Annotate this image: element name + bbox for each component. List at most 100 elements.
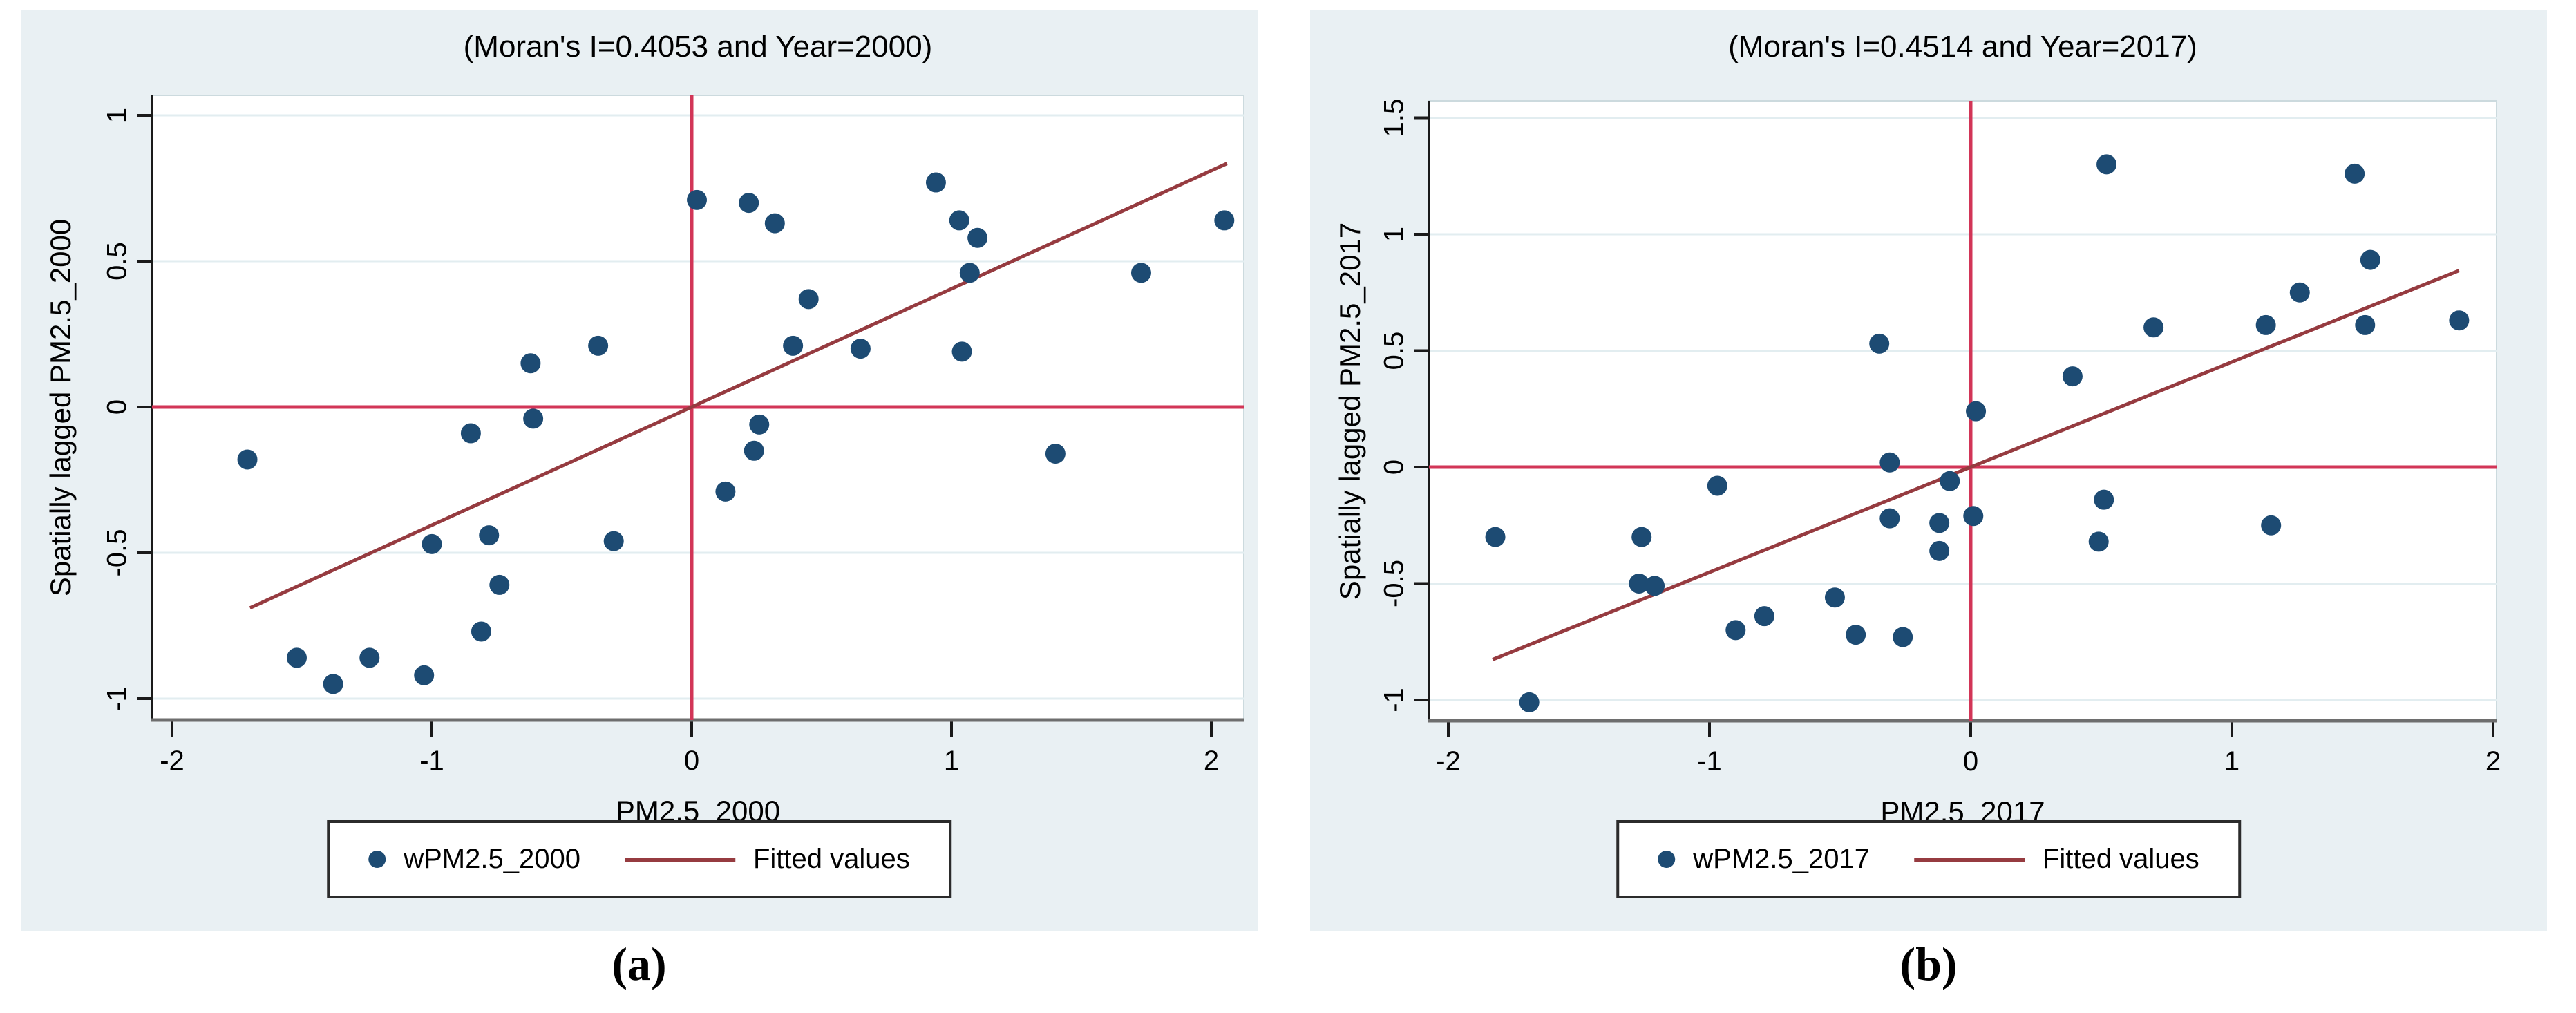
- data-point: [764, 213, 785, 234]
- data-point: [1929, 540, 1950, 561]
- legend-item-points: wPM2.5_2000: [368, 844, 580, 875]
- data-point: [1725, 620, 1746, 641]
- y-tick-label: 0: [1379, 460, 1410, 475]
- fitted-line: [249, 162, 1228, 610]
- data-point: [739, 193, 759, 214]
- y-tick-label: 1: [102, 108, 133, 123]
- data-point: [460, 423, 481, 444]
- data-point: [1824, 587, 1845, 608]
- moran-scatter-panel-2000: 1 0.5 0 -0.5 -1 -2 -1 0 1 2 (Moran's I=0.4053 and…: [21, 10, 1258, 931]
- data-point: [2094, 489, 2114, 510]
- y-axis-label: Spatially lagged PM2.5_2000: [44, 218, 77, 597]
- y-tick-label: -1: [1379, 688, 1410, 712]
- data-point: [1519, 692, 1540, 712]
- data-point: [1645, 576, 1665, 596]
- data-point: [2345, 163, 2365, 184]
- data-point: [523, 408, 544, 429]
- y-axis-label: Spatially lagged PM2.5_2017: [1334, 222, 1366, 600]
- x-tick-label: -2: [1436, 746, 1461, 777]
- subfigure-caption-b: (b): [1900, 938, 1958, 990]
- x-tick-label: -1: [1697, 746, 1722, 777]
- moran-scatter-panel-2017: 1.5 1 0.5 0 -0.5 -1 -2 -1 0 1 2 (Moran's I=0.4514 …: [1310, 10, 2547, 931]
- data-point: [323, 674, 343, 694]
- y-tick-label: 1: [1379, 227, 1410, 242]
- legend-line-label: Fitted values: [752, 844, 910, 874]
- data-point: [798, 289, 819, 310]
- legend: wPM2.5_2000 Fitted values: [327, 820, 951, 898]
- data-point: [687, 189, 708, 210]
- x-tick-label: 0: [1963, 746, 1978, 777]
- fitted-line-icon: [1913, 857, 2025, 862]
- data-point: [1893, 627, 1913, 647]
- plot-title: (Moran's I=0.4053 and Year=2000): [463, 30, 933, 64]
- fitted-line-icon: [624, 857, 735, 862]
- data-point: [489, 574, 510, 595]
- data-point: [1966, 401, 1987, 422]
- legend-line-label: Fitted values: [2042, 844, 2199, 874]
- data-point: [715, 481, 736, 502]
- data-point: [2355, 314, 2376, 335]
- legend-marker-label: wPM2.5_2017: [1693, 844, 1870, 874]
- data-point: [744, 440, 764, 461]
- subfigure-caption-a: (a): [612, 938, 667, 990]
- data-point: [359, 647, 380, 668]
- y-tick-label: 1.5: [1379, 99, 1410, 138]
- legend-item-fitted: Fitted values: [624, 844, 910, 875]
- data-point: [1631, 527, 1652, 547]
- y-tick-label: -0.5: [102, 529, 133, 577]
- data-point: [479, 525, 500, 546]
- data-point: [1869, 333, 1890, 354]
- x-tick-label: -1: [419, 746, 444, 776]
- data-point: [1045, 444, 1066, 464]
- data-point: [1846, 625, 1866, 645]
- data-point: [925, 172, 946, 193]
- x-tick-label: 2: [1204, 746, 1219, 776]
- data-point: [783, 335, 804, 356]
- data-point: [422, 533, 442, 554]
- y-tick-label: -0.5: [1379, 560, 1410, 607]
- data-point: [1929, 513, 1950, 533]
- data-point: [951, 341, 972, 362]
- data-point: [603, 531, 624, 551]
- data-point: [2360, 249, 2380, 270]
- data-point: [1754, 606, 1774, 627]
- legend-marker-label: wPM2.5_2000: [404, 844, 580, 874]
- data-point: [850, 339, 871, 359]
- scatter-plot-2000: 1 0.5 0 -0.5 -1 -2 -1 0 1 2: [102, 95, 1244, 776]
- legend: wPM2.5_2017 Fitted values: [1616, 820, 2241, 898]
- data-point: [1879, 452, 1900, 473]
- y-tick-label: -1: [102, 686, 133, 711]
- scatter-plot-2017: 1.5 1 0.5 0 -0.5 -1 -2 -1 0 1 2: [1379, 99, 2501, 777]
- data-point: [2143, 317, 2164, 338]
- data-point: [1879, 508, 1900, 529]
- data-point: [588, 335, 609, 356]
- data-point: [2088, 531, 2109, 552]
- y-tick-label: 0.5: [1379, 332, 1410, 370]
- data-point: [2261, 515, 2282, 536]
- data-point: [1963, 506, 1984, 527]
- data-point: [471, 621, 491, 642]
- x-tick-label: 1: [2224, 746, 2239, 777]
- x-tick-label: 0: [684, 746, 699, 776]
- x-tick-label: 1: [944, 746, 959, 776]
- y-tick-label: 0: [102, 399, 133, 415]
- scatter-marker-icon: [368, 851, 386, 868]
- legend-item-points: wPM2.5_2017: [1658, 844, 1870, 875]
- data-point: [949, 210, 969, 231]
- data-point: [749, 414, 770, 435]
- data-point: [2255, 314, 2276, 335]
- data-point: [967, 227, 988, 248]
- plot-area: [1428, 100, 2497, 721]
- data-point: [2096, 154, 2117, 175]
- data-point: [1707, 475, 1727, 496]
- data-point: [1130, 263, 1151, 283]
- data-point: [1629, 574, 1649, 594]
- data-point: [1214, 210, 1235, 231]
- data-point: [286, 647, 307, 668]
- y-tick-label: 0.5: [102, 242, 133, 281]
- plot-title: (Moran's I=0.4514 and Year=2017): [1728, 30, 2197, 64]
- x-tick-label: -2: [160, 746, 184, 776]
- legend-item-fitted: Fitted values: [1913, 844, 2199, 875]
- data-point: [1485, 527, 1506, 547]
